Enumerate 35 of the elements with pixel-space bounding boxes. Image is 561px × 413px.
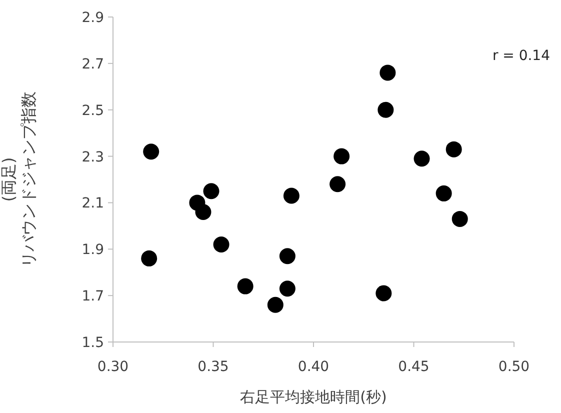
- y-tick-label: 1.7: [82, 288, 104, 305]
- point: [279, 248, 296, 264]
- y-tick-label: 1.5: [82, 335, 104, 351]
- point: [279, 280, 296, 297]
- y-tick-label: 2.3: [82, 149, 104, 166]
- x-tick-label: 0.30: [97, 359, 129, 375]
- y-tick-label: 2.5: [82, 102, 104, 119]
- point: [203, 183, 220, 200]
- y-tick-label: 2.7: [82, 56, 104, 72]
- x-axis-title: 右足平均接地時間(秒): [240, 388, 387, 406]
- point: [283, 188, 300, 204]
- point: [378, 102, 394, 118]
- point: [267, 296, 284, 313]
- point: [436, 185, 452, 202]
- point: [414, 150, 430, 167]
- y-tick-label: 2.1: [82, 196, 104, 212]
- point: [195, 204, 212, 220]
- point: [213, 236, 230, 252]
- point: [237, 278, 254, 294]
- y-axis-title: (両足) リバウンドジャンプ指数: [0, 92, 38, 268]
- point: [334, 148, 350, 164]
- point: [143, 144, 160, 160]
- point: [446, 141, 462, 158]
- point: [380, 64, 396, 81]
- annotation: r = 0.14: [492, 48, 550, 64]
- point: [376, 285, 392, 302]
- x-tick-label: 0.50: [498, 359, 530, 375]
- y-tick-label: 1.9: [82, 242, 104, 258]
- point: [330, 176, 346, 192]
- point: [452, 210, 468, 227]
- y-tick-label: 2.9: [82, 10, 104, 26]
- x-tick-label: 0.40: [298, 359, 330, 375]
- x-tick-label: 0.45: [398, 359, 430, 375]
- x-tick-label: 0.35: [198, 359, 229, 375]
- point: [141, 250, 158, 266]
